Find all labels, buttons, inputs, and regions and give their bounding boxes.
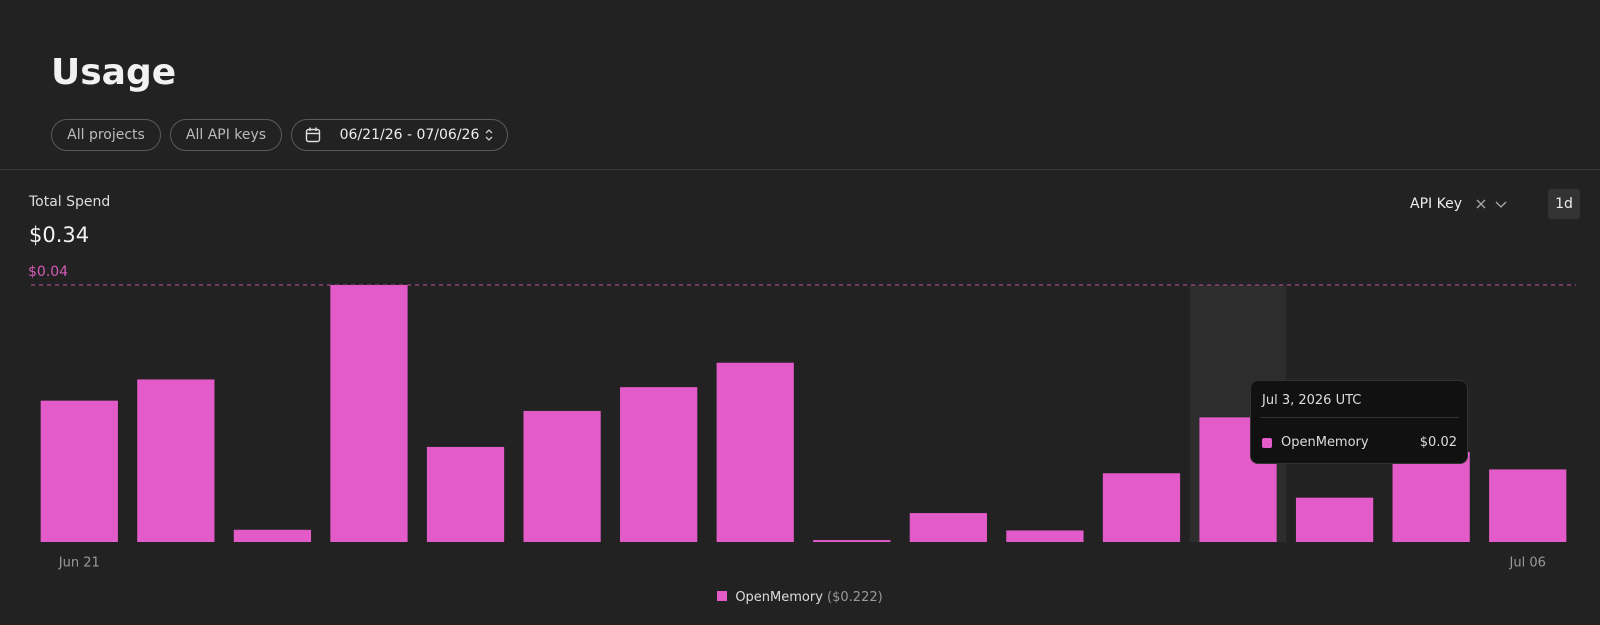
bar <box>1006 530 1084 542</box>
bar <box>330 285 408 542</box>
legend-total: ($0.222) <box>827 590 883 605</box>
reference-label: $0.04 <box>28 264 68 280</box>
bar <box>523 410 601 542</box>
bar <box>813 540 891 542</box>
bar <box>620 387 698 542</box>
filter-button[interactable]: All projects <box>51 119 161 151</box>
date-range: 06/21/26 - 07/06/26 <box>339 127 480 143</box>
bar <box>1392 452 1470 542</box>
total-spend: $0.34 <box>29 223 90 247</box>
tooltip-swatch <box>1262 438 1272 448</box>
tooltip-series: OpenMemory <box>1281 435 1369 450</box>
bar <box>909 513 987 542</box>
bar <box>137 379 215 542</box>
tooltip-value: $0.02 <box>1419 435 1457 450</box>
bar <box>233 529 312 542</box>
tooltip: Jul 3, 2026 UTC OpenMemory $0.02 <box>1250 380 1468 464</box>
tooltip-title: Jul 3, 2026 UTC <box>1262 393 1362 408</box>
x-tick-label: Jun 21 <box>58 556 100 571</box>
group-by-controls[interactable] <box>1476 199 1512 211</box>
filter-button[interactable]: All API keys <box>170 119 282 151</box>
group-by[interactable]: API Key <box>1410 196 1462 212</box>
date-range-button[interactable]: 06/21/26 - 07/06/26 <box>291 119 508 151</box>
bar <box>716 362 794 542</box>
divider <box>0 169 1600 170</box>
interval-button[interactable]: 1d <box>1548 189 1580 219</box>
panel-label: Total Spend <box>29 194 111 210</box>
calendar-icon <box>305 127 321 143</box>
bar <box>1295 497 1374 542</box>
legend-label: OpenMemory <box>735 590 823 605</box>
x-tick-label: Jul 06 <box>1509 556 1546 571</box>
bar <box>1489 469 1567 542</box>
tooltip-divider <box>1260 417 1459 418</box>
bar <box>1102 473 1181 542</box>
legend: OpenMemory ($0.222) <box>0 590 1600 605</box>
legend-swatch <box>717 591 728 601</box>
sort-icon <box>485 129 493 141</box>
bar <box>40 400 118 542</box>
bar <box>426 446 505 542</box>
page-title: Usage <box>51 52 177 93</box>
